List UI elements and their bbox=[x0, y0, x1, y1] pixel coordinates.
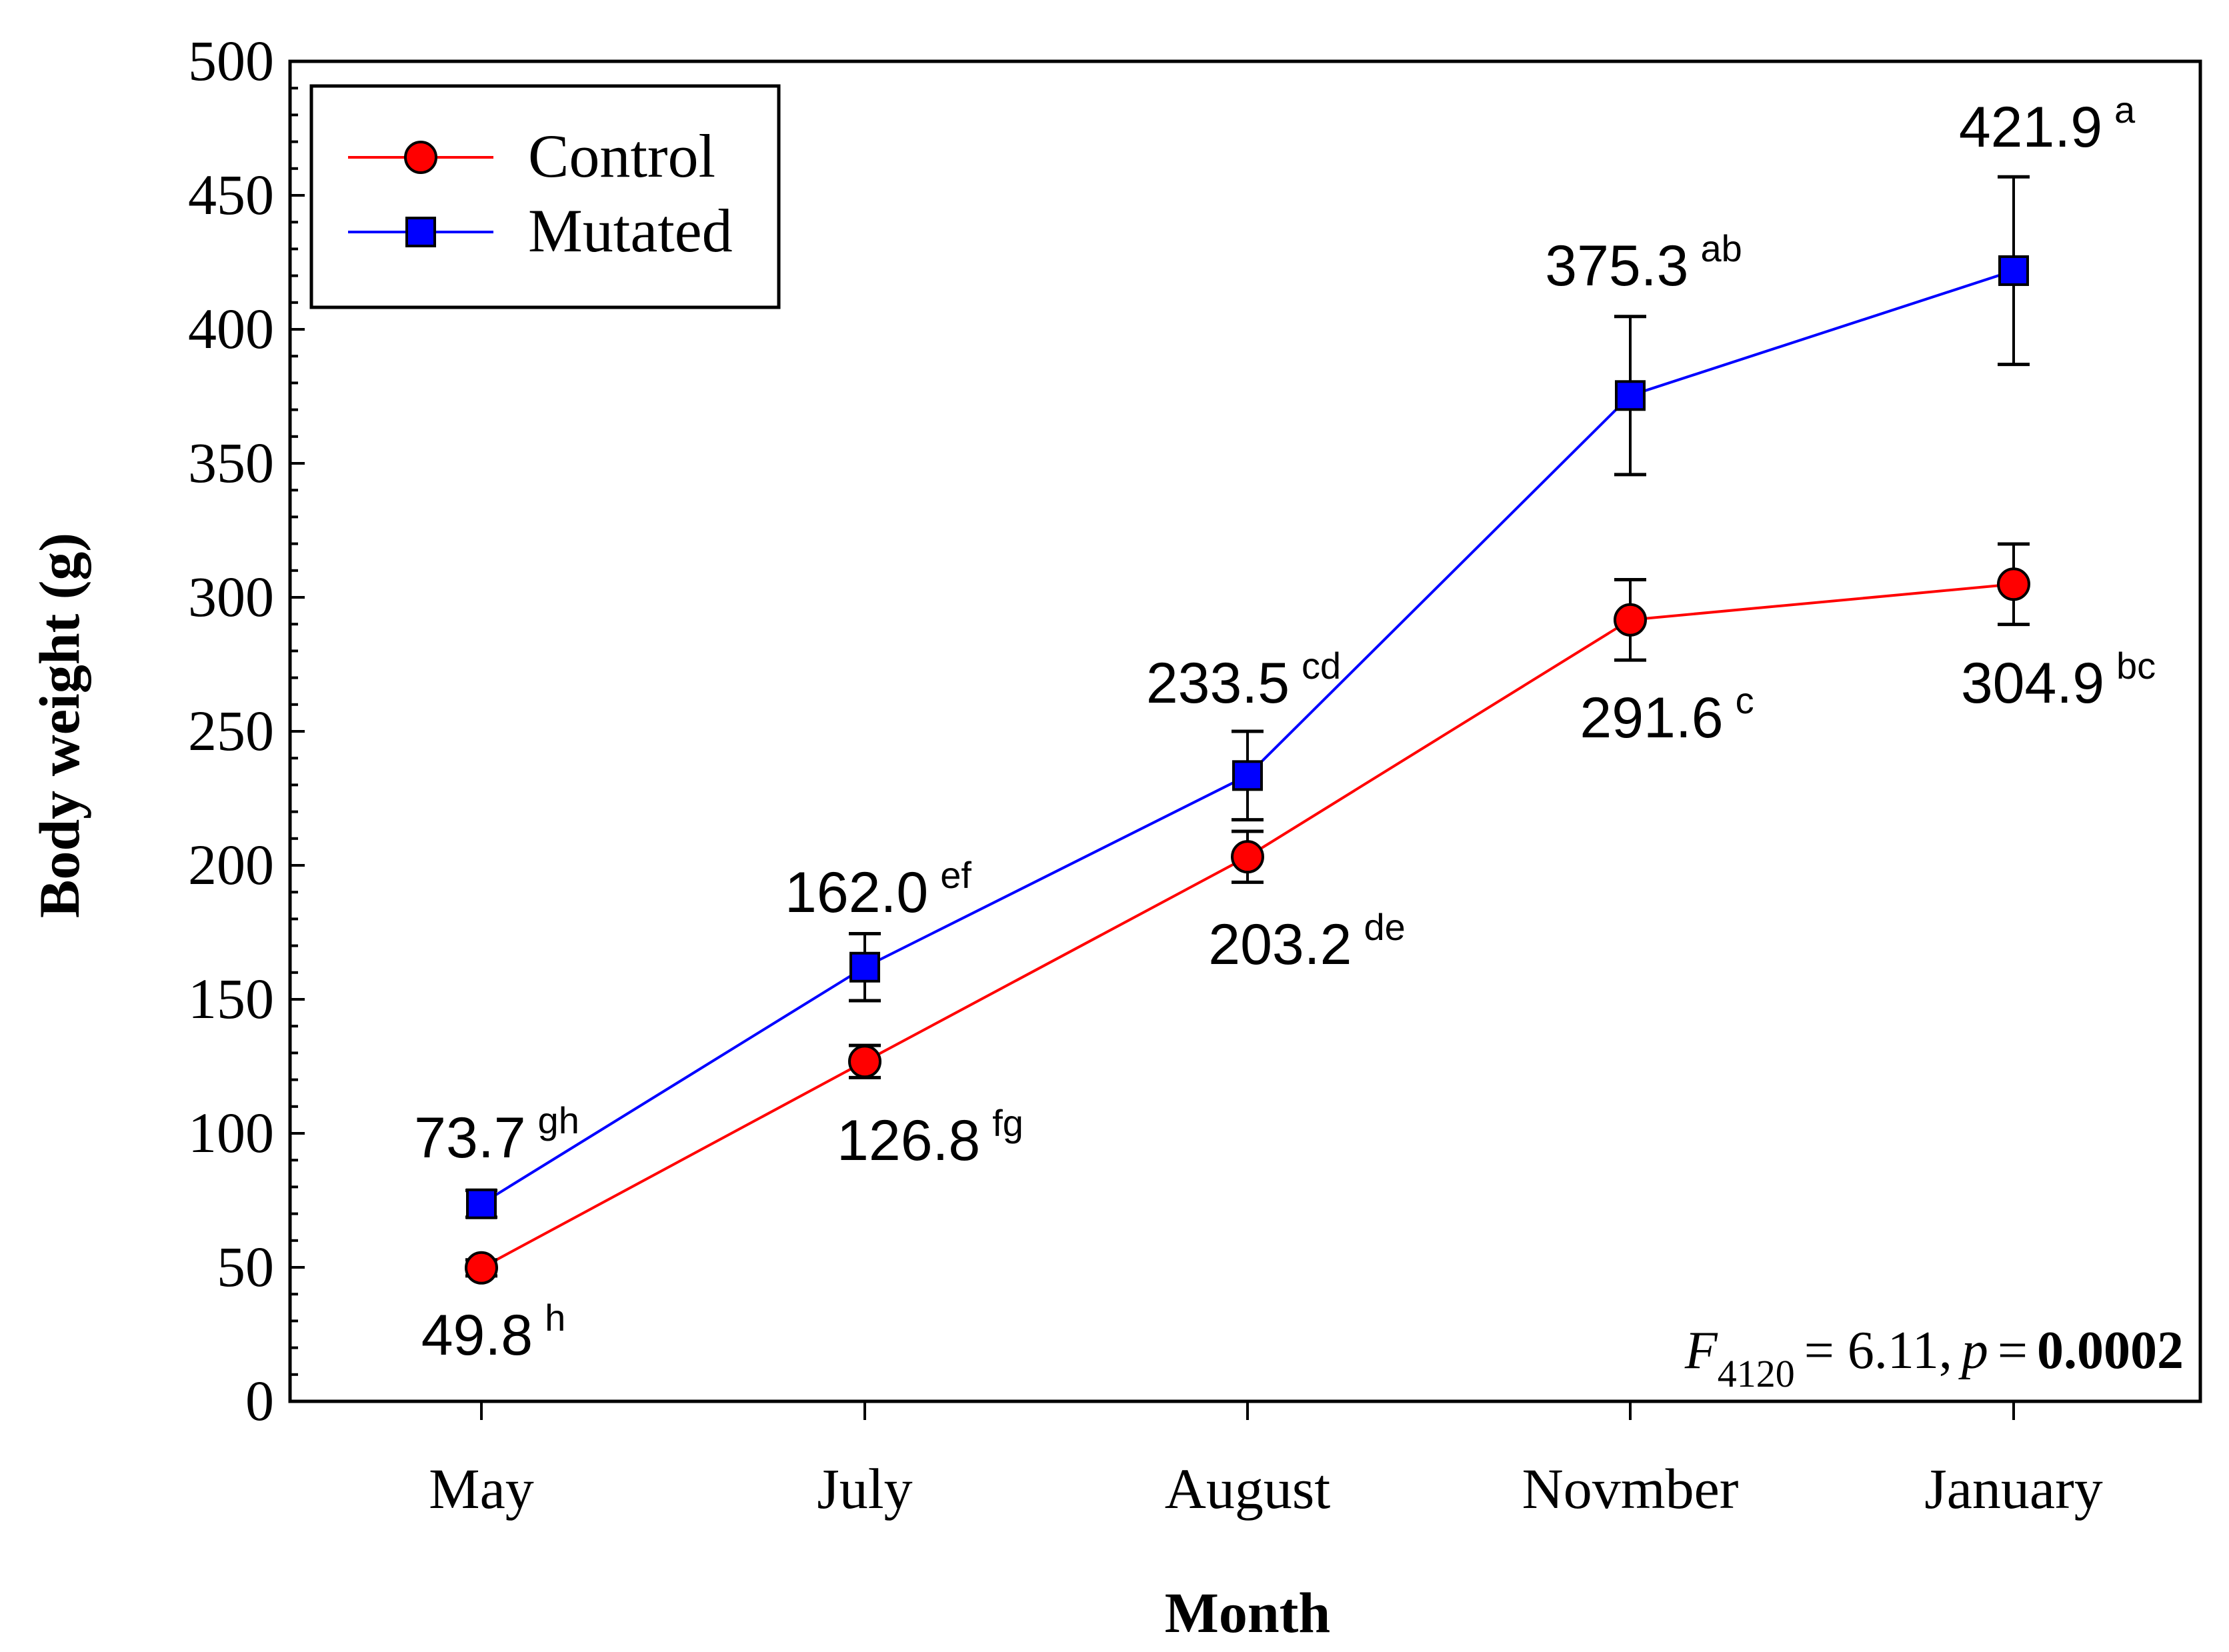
f-stat: F bbox=[1684, 1321, 1718, 1380]
series-control bbox=[465, 542, 2030, 1285]
legend: Control Mutated bbox=[309, 84, 781, 309]
value-number: 162.0 bbox=[785, 861, 928, 925]
value-number: 421.9 bbox=[1959, 95, 2102, 159]
value-label: 203.2 de bbox=[1208, 906, 1406, 977]
y-tick-label: 0 bbox=[245, 1369, 274, 1433]
y-tick-label: 300 bbox=[188, 565, 274, 629]
x-tick-label: May bbox=[429, 1457, 534, 1521]
value-label: 162.0 ef bbox=[785, 854, 971, 925]
data-point bbox=[1615, 380, 1646, 411]
significance-letter: fg bbox=[992, 1102, 1023, 1144]
significance-letter: cd bbox=[1302, 645, 1341, 687]
x-tick-label: January bbox=[1924, 1457, 2102, 1521]
value-number: 304.9 bbox=[1961, 651, 2104, 715]
y-tick-label: 500 bbox=[188, 29, 274, 93]
legend-label-control: Control bbox=[528, 122, 715, 190]
data-point bbox=[1998, 255, 2029, 286]
significance-letter: ef bbox=[940, 854, 971, 896]
value-label: 421.9 a bbox=[1959, 89, 2136, 159]
data-point bbox=[848, 1045, 881, 1079]
significance-letter: de bbox=[1364, 906, 1405, 948]
y-tick-label: 150 bbox=[188, 967, 274, 1031]
value-label: 304.9 bc bbox=[1961, 645, 2156, 715]
value-number: 203.2 bbox=[1208, 913, 1352, 977]
y-axis: 0 50 100 150 200 250 300 350 400 450 500 bbox=[188, 29, 305, 1433]
legend-label-mutated: Mutated bbox=[528, 197, 733, 265]
p-equals: = bbox=[1998, 1321, 2028, 1380]
y-axis-title: Body weight (g) bbox=[27, 533, 91, 918]
y-tick-label: 100 bbox=[188, 1101, 274, 1165]
y-tick-label: 400 bbox=[188, 297, 274, 361]
data-point bbox=[1231, 840, 1264, 874]
data-point bbox=[465, 1251, 498, 1285]
x-tick-label: July bbox=[817, 1457, 912, 1521]
significance-letter: a bbox=[2114, 89, 2136, 131]
legend-marker-control bbox=[404, 141, 437, 174]
value-label: 291.6 c bbox=[1580, 679, 1754, 750]
y-tick-label: 350 bbox=[188, 431, 274, 495]
y-tick-label: 50 bbox=[217, 1235, 274, 1299]
p-value: 0.0002 bbox=[2037, 1321, 2184, 1380]
f-value: = 6.11, bbox=[1804, 1321, 1952, 1380]
p-symbol: p bbox=[1958, 1321, 1988, 1380]
legend-box bbox=[309, 84, 781, 309]
series-layer bbox=[465, 175, 2030, 1285]
y-tick-label: 250 bbox=[188, 699, 274, 763]
data-point bbox=[1997, 567, 2030, 601]
x-axis: May July August Novmber January bbox=[429, 1401, 2103, 1521]
y-tick-label: 450 bbox=[188, 163, 274, 227]
x-axis-title: Month bbox=[1165, 1581, 1330, 1645]
significance-letter: gh bbox=[538, 1099, 579, 1141]
value-label: 73.7 gh bbox=[414, 1099, 579, 1170]
value-number: 49.8 bbox=[421, 1303, 533, 1367]
legend-marker-mutated bbox=[405, 217, 436, 247]
data-point bbox=[849, 951, 880, 983]
significance-letter: c bbox=[1736, 679, 1754, 721]
value-label: 126.8 fg bbox=[837, 1102, 1023, 1173]
value-label: 49.8 h bbox=[421, 1297, 566, 1367]
value-number: 73.7 bbox=[414, 1106, 525, 1170]
series-mutated bbox=[465, 175, 2030, 1219]
x-tick-label: August bbox=[1165, 1457, 1331, 1521]
x-tick-label: Novmber bbox=[1522, 1457, 1739, 1521]
data-point bbox=[466, 1188, 497, 1219]
data-labels: 49.8 h 126.8 fg 203.2 de 291.6 c 304.9 bc 73.7 gh 16… bbox=[414, 89, 2156, 1367]
f-df: 4120 bbox=[1718, 1352, 1795, 1395]
stat-annotation: F4120 = 6.11, p = 0.0002 bbox=[1684, 1321, 2184, 1395]
y-tick-label: 200 bbox=[188, 833, 274, 897]
value-number: 291.6 bbox=[1580, 686, 1723, 750]
value-number: 126.8 bbox=[837, 1109, 980, 1173]
value-number: 233.5 bbox=[1146, 651, 1290, 715]
value-number: 375.3 bbox=[1545, 234, 1688, 298]
data-point bbox=[1614, 603, 1647, 637]
value-label: 375.3 ab bbox=[1545, 227, 1742, 298]
data-point bbox=[1232, 760, 1263, 791]
value-label: 233.5 cd bbox=[1146, 645, 1341, 715]
significance-letter: ab bbox=[1700, 227, 1742, 269]
significance-letter: h bbox=[545, 1297, 565, 1339]
significance-letter: bc bbox=[2116, 645, 2156, 687]
